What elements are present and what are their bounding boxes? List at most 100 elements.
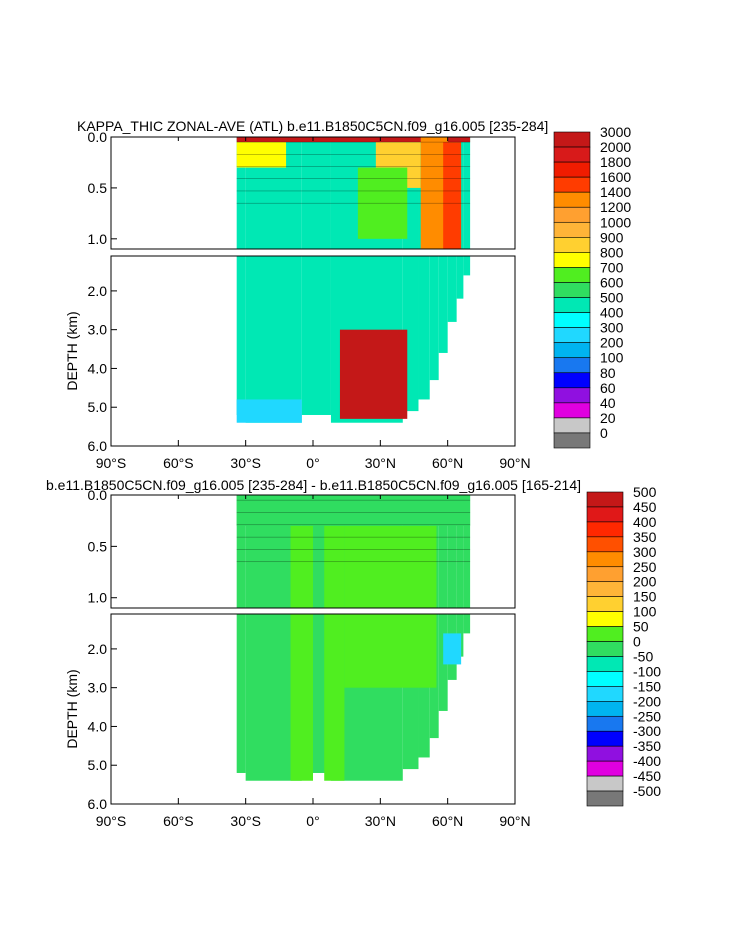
- colorbar-label: -200: [633, 693, 661, 709]
- colorbar-swatch: [553, 342, 591, 359]
- colorbar-label: 400: [633, 514, 657, 530]
- x-tick-label: 60°S: [163, 455, 194, 471]
- colorbar-swatch: [586, 760, 624, 777]
- y-axis-label: DEPTH (km): [64, 669, 80, 748]
- colorbar-label: 200: [633, 574, 657, 590]
- field-background: [456, 256, 464, 299]
- x-tick-label: 60°S: [163, 813, 194, 829]
- colorbar-swatch: [586, 551, 624, 568]
- colorbar-swatch: [586, 730, 624, 747]
- colorbar-label: -50: [633, 648, 653, 664]
- field-region: [344, 614, 437, 688]
- y-tick-label: 4.0: [88, 718, 108, 734]
- x-tick-label: 90°N: [499, 813, 530, 829]
- colorbar-label: 80: [600, 365, 616, 381]
- colorbar-label: 40: [600, 395, 616, 411]
- colorbar-swatch: [553, 221, 591, 238]
- y-axis-label: DEPTH (km): [64, 311, 80, 390]
- colorbar-label: -450: [633, 768, 661, 784]
- x-tick-label: 0°: [306, 813, 319, 829]
- colorbar-label: 500: [600, 290, 624, 306]
- x-tick-label: 90°S: [96, 455, 127, 471]
- chart-kappa-thic: KAPPA_THIC ZONAL-AVE (ATL) b.e11.B1850C5…: [64, 118, 631, 471]
- x-tick-label: 30°S: [230, 455, 261, 471]
- colorbar-label: 200: [600, 335, 624, 351]
- colorbar-label: 250: [633, 559, 657, 575]
- colorbar-swatch: [553, 161, 591, 178]
- x-tick-label: 30°N: [365, 455, 396, 471]
- colorbar-label: 1800: [600, 154, 631, 170]
- colorbar-swatch: [586, 506, 624, 523]
- colorbar-label: -250: [633, 708, 661, 724]
- colorbar-label: -150: [633, 678, 661, 694]
- colorbar-swatch: [586, 626, 624, 642]
- colorbar-label: 300: [633, 544, 657, 560]
- colorbar-swatch: [586, 641, 624, 657]
- colorbar-swatch: [553, 357, 591, 374]
- colorbar-swatch: [553, 327, 591, 343]
- colorbar-label: 300: [600, 320, 624, 336]
- x-tick-label: 30°N: [365, 813, 396, 829]
- field-background: [447, 256, 457, 322]
- y-tick-label: 1.0: [88, 231, 108, 247]
- field-background: [463, 256, 471, 276]
- field-background: [236, 137, 246, 249]
- colorbar-swatch: [553, 312, 591, 328]
- colorbar-swatch: [553, 206, 591, 223]
- field-background: [418, 256, 430, 400]
- colorbar-swatch: [553, 191, 591, 208]
- colorbar-label: 2000: [600, 139, 631, 155]
- y-tick-label: 6.0: [88, 796, 108, 812]
- colorbar-label: 1600: [600, 169, 631, 185]
- colorbar-label: 450: [633, 499, 657, 515]
- colorbar-swatch: [553, 402, 591, 419]
- field-region: [236, 495, 471, 526]
- colorbar-swatch: [586, 491, 624, 508]
- colorbar-label: 1400: [600, 184, 631, 200]
- colorbar-swatch: [586, 671, 624, 687]
- y-tick-label: 0.0: [88, 129, 108, 145]
- y-tick-label: 1.0: [88, 590, 108, 606]
- colorbar-swatch: [553, 131, 591, 148]
- x-tick-label: 0°: [306, 455, 319, 471]
- field-region: [324, 614, 345, 781]
- colorbar-swatch: [586, 581, 624, 597]
- colorbar-label: 100: [600, 350, 624, 366]
- colorbar-swatch: [553, 176, 591, 193]
- colorbar-swatch: [586, 656, 624, 672]
- colorbar-swatch: [586, 790, 624, 807]
- y-tick-label: 0.5: [88, 538, 108, 554]
- colorbar-label: 150: [633, 589, 657, 605]
- field-background: [438, 256, 448, 353]
- field-background: [245, 256, 302, 423]
- x-tick-label: 60°N: [432, 455, 463, 471]
- x-tick-label: 30°S: [230, 813, 261, 829]
- colorbar-label: 100: [633, 604, 657, 620]
- colorbar-swatch: [586, 566, 624, 583]
- field-region: [443, 633, 462, 665]
- y-tick-label: 3.0: [88, 322, 108, 338]
- chart-difference: b.e11.B1850C5CN.f09_g16.005 [235-284] - …: [46, 477, 661, 829]
- colorbar-label: 800: [600, 244, 624, 260]
- colorbar-label: 350: [633, 529, 657, 545]
- upper-panel-field: [236, 495, 471, 608]
- colorbar-label: -350: [633, 738, 661, 754]
- field-background: [438, 495, 448, 608]
- x-tick-label: 60°N: [432, 813, 463, 829]
- colorbar-swatch: [553, 387, 591, 404]
- y-tick-label: 5.0: [88, 757, 108, 773]
- colorbar-label: 60: [600, 380, 616, 396]
- colorbar-swatch: [553, 282, 591, 298]
- y-tick-label: 2.0: [88, 641, 108, 657]
- field-region: [236, 399, 302, 423]
- field-background: [447, 495, 457, 608]
- colorbar-label: 400: [600, 305, 624, 321]
- colorbar-swatch: [553, 297, 591, 313]
- colorbar-label: -400: [633, 753, 661, 769]
- y-tick-label: 5.0: [88, 399, 108, 415]
- colorbar-label: 1000: [600, 214, 631, 230]
- colorbar-swatch: [553, 372, 591, 389]
- chart-title: b.e11.B1850C5CN.f09_g16.005 [235-284] - …: [46, 477, 581, 493]
- x-tick-label: 90°S: [96, 813, 127, 829]
- field-background: [463, 495, 471, 608]
